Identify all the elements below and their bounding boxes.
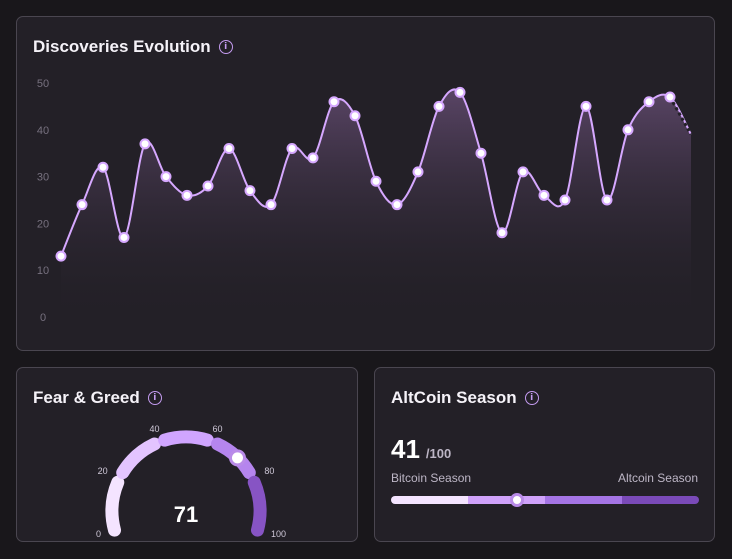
series-line-dashed-tail xyxy=(668,96,693,136)
gauge-segment xyxy=(116,437,161,480)
discoveries-evolution-card: Discoveries Evolution i 50 40 30 20 10 0 xyxy=(16,16,715,351)
gauge-segment xyxy=(105,475,125,537)
data-point[interactable] xyxy=(496,227,508,239)
data-point[interactable] xyxy=(475,147,487,159)
altcoin-title-row: AltCoin Season i xyxy=(391,388,539,408)
y-tick-label: 20 xyxy=(37,218,49,230)
altcoin-bar-segment xyxy=(622,496,699,504)
bitcoin-season-label: Bitcoin Season xyxy=(391,471,472,485)
info-icon[interactable]: i xyxy=(524,391,539,405)
area-fill xyxy=(61,89,691,317)
evolution-title: Discoveries Evolution xyxy=(33,37,211,56)
gauge-tick-label: 100 xyxy=(271,529,286,539)
data-point[interactable] xyxy=(286,143,298,155)
data-point[interactable] xyxy=(580,100,592,112)
fear-greed-value: 71 xyxy=(174,502,198,527)
y-tick-label: 50 xyxy=(37,78,49,90)
data-point[interactable] xyxy=(559,194,571,206)
data-point[interactable] xyxy=(97,161,109,173)
gauge-tick-label: 60 xyxy=(213,424,223,434)
data-point[interactable] xyxy=(307,152,319,164)
altcoin-season-bar xyxy=(391,496,699,504)
data-point[interactable] xyxy=(223,143,235,155)
y-tick-label: 10 xyxy=(37,265,49,277)
info-icon[interactable]: i xyxy=(218,40,233,54)
discoveries-chart: 50 40 30 20 10 0 xyxy=(37,78,693,324)
altcoin-title: AltCoin Season xyxy=(391,388,517,407)
data-point[interactable] xyxy=(349,110,361,122)
gauge-marker xyxy=(228,449,246,467)
data-point[interactable] xyxy=(181,189,193,201)
altcoin-value: 41 xyxy=(391,434,420,464)
fear-greed-title-row: Fear & Greed i xyxy=(33,388,162,408)
data-point[interactable] xyxy=(433,100,445,112)
data-point[interactable] xyxy=(370,175,382,187)
gauge-segment xyxy=(158,430,214,447)
data-point[interactable] xyxy=(517,166,529,178)
y-tick-label: 40 xyxy=(37,125,49,137)
fear-greed-gauge: 0 20 40 60 80 100 71 xyxy=(96,424,286,539)
altcoin-bar-segment xyxy=(468,496,545,504)
data-point[interactable] xyxy=(643,96,655,108)
y-tick-label: 0 xyxy=(40,312,46,324)
altcoin-season-label: Altcoin Season xyxy=(617,471,698,485)
data-point[interactable] xyxy=(265,199,277,211)
altcoin-score: 41 /100 xyxy=(391,434,451,465)
data-point[interactable] xyxy=(118,231,130,243)
gauge-tick-label: 80 xyxy=(264,466,274,476)
altcoin-season-marker xyxy=(510,493,525,507)
y-tick-label: 30 xyxy=(37,172,49,184)
data-point[interactable] xyxy=(454,86,466,98)
altcoin-season-card: AltCoin Season i 41 /100 Bitcoin Season … xyxy=(374,367,715,542)
data-point[interactable] xyxy=(538,189,550,201)
data-point[interactable] xyxy=(202,180,214,192)
altcoin-max: /100 xyxy=(425,446,452,461)
data-point[interactable] xyxy=(328,96,340,108)
data-point[interactable] xyxy=(622,124,634,136)
data-point[interactable] xyxy=(391,199,403,211)
gauge-tick-label: 0 xyxy=(96,529,101,539)
gauge-tick-label: 40 xyxy=(149,424,159,434)
info-icon[interactable]: i xyxy=(147,391,162,405)
evolution-title-row: Discoveries Evolution i xyxy=(33,37,233,57)
gauge-segment xyxy=(247,475,267,537)
data-point[interactable] xyxy=(55,250,67,262)
altcoin-bar-segment xyxy=(545,496,622,504)
data-point[interactable] xyxy=(244,185,256,197)
data-point[interactable] xyxy=(160,171,172,183)
fear-greed-card: Fear & Greed i 0 20 40 60 80 100 71 xyxy=(16,367,358,542)
data-point[interactable] xyxy=(664,91,676,103)
fear-greed-title: Fear & Greed xyxy=(33,388,140,407)
data-point[interactable] xyxy=(139,138,151,150)
altcoin-bar-segment xyxy=(391,496,468,504)
data-point[interactable] xyxy=(601,194,613,206)
data-point[interactable] xyxy=(412,166,424,178)
data-point[interactable] xyxy=(76,199,88,211)
gauge-tick-label: 20 xyxy=(98,466,108,476)
